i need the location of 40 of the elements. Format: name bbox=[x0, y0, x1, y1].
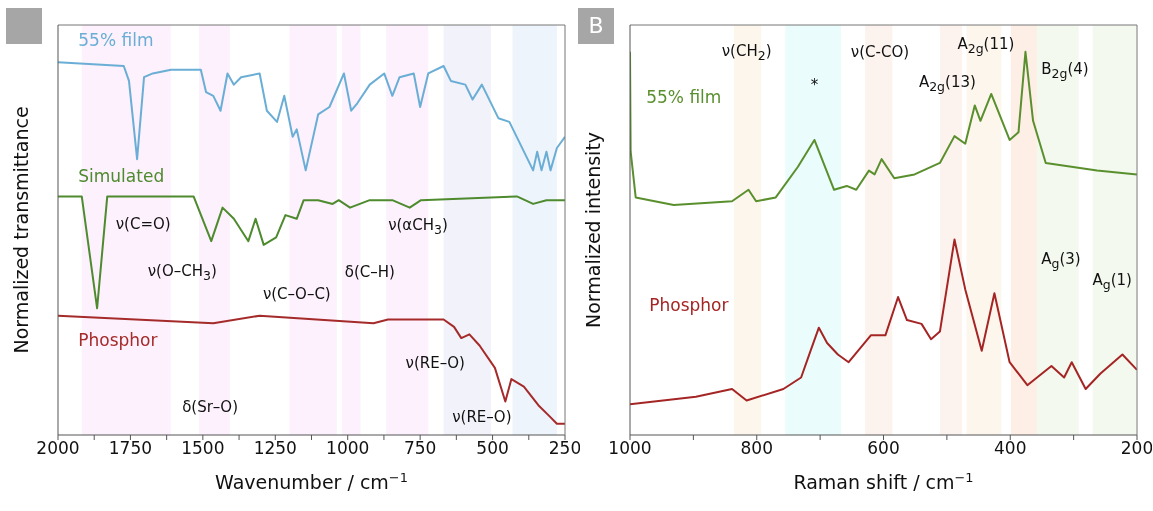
series-label: Simulated bbox=[78, 166, 165, 187]
x-tick-label: 250 bbox=[548, 438, 582, 459]
annotation: δ(C–H) bbox=[344, 262, 395, 281]
x-tick-label: 500 bbox=[476, 438, 509, 459]
x-tick-label: 400 bbox=[994, 438, 1027, 459]
x-tick-label: 2000 bbox=[36, 438, 80, 459]
x-axis-title: Raman shift / cm$^{−1}$ bbox=[793, 469, 974, 493]
x-tick-label: 1000 bbox=[608, 438, 652, 459]
annotation: ν(RE–O) bbox=[452, 407, 512, 426]
series-label: 55% film bbox=[78, 29, 154, 50]
x-tick-label: 1250 bbox=[253, 438, 297, 459]
annotation: A$_{2g}$(11) bbox=[957, 34, 1015, 56]
annotation: ν(C–O–C) bbox=[262, 285, 331, 304]
annotation: δ(Sr–O) bbox=[182, 398, 239, 417]
x-tick-label: 1000 bbox=[326, 438, 370, 459]
annotation: A$_{g}$(3) bbox=[1041, 249, 1081, 271]
chart-title: B bbox=[588, 13, 604, 38]
x-tick-label: 800 bbox=[740, 438, 773, 459]
x-tick-label: 600 bbox=[867, 438, 900, 459]
annotation: ν(C-CO) bbox=[850, 42, 910, 61]
x-axis-title: Wavenumber / cm$^{−1}$ bbox=[215, 469, 408, 493]
x-tick-label: 1500 bbox=[181, 438, 225, 459]
panel-tag-box: B bbox=[578, 8, 614, 44]
annotation: * bbox=[810, 76, 819, 95]
series-label: 55% film bbox=[646, 86, 722, 107]
x-tick-label: 750 bbox=[403, 438, 437, 459]
y-axis-title: Normalized transmittance bbox=[10, 106, 32, 354]
x-tick-label: 200 bbox=[1120, 438, 1153, 459]
annotation: A$_{2g}$(13) bbox=[918, 72, 976, 94]
annotation: A$_{g}$(1) bbox=[1092, 270, 1132, 292]
y-axis-title: Normalized intensity bbox=[582, 131, 604, 329]
annotation: ν(C=O) bbox=[115, 215, 171, 234]
x-tick-label: 1750 bbox=[108, 438, 153, 459]
annotation: ν(αCH$_{3}$) bbox=[388, 215, 448, 237]
annotation: ν(RE–O) bbox=[405, 353, 465, 372]
annotation: B$_{2g}$(4) bbox=[1041, 59, 1089, 81]
text: Phosphor bbox=[649, 294, 729, 315]
annotation: ν(O–CH$_{3}$) bbox=[147, 261, 217, 283]
series-label: Phosphor bbox=[78, 330, 158, 351]
annotation: ν(CH$_{2}$) bbox=[721, 41, 772, 63]
